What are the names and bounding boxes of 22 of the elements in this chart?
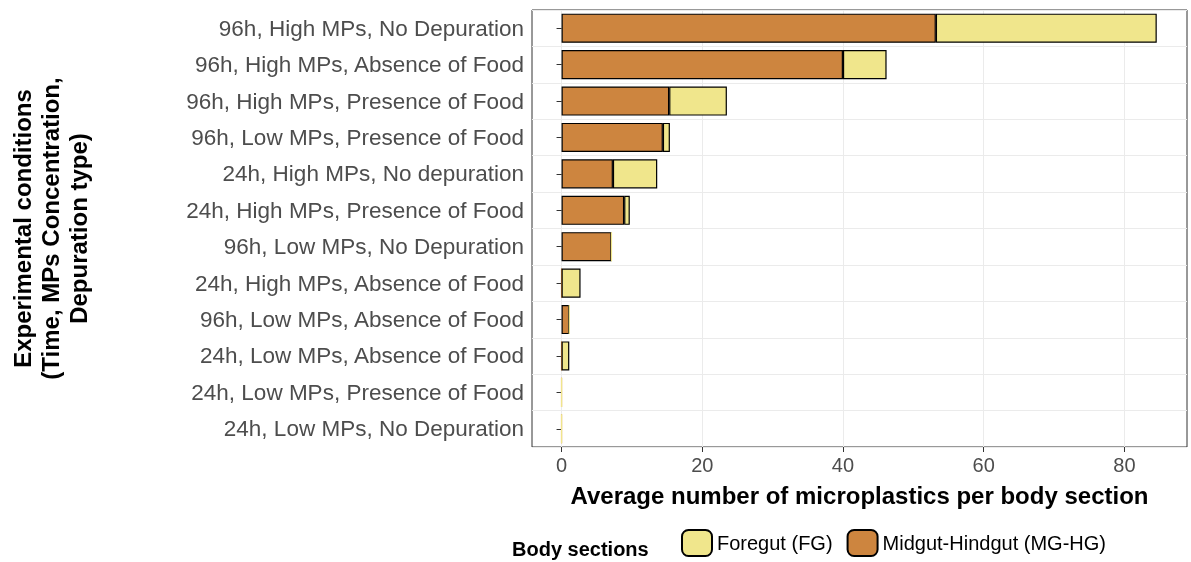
y-tick-label: 96h, Low MPs, Absence of Food — [200, 307, 524, 333]
y-tick-label: 24h, Low MPs, No Depuration — [223, 416, 524, 442]
y-tick-label: 96h, High MPs, No Depuration — [218, 15, 524, 41]
y-tick-label: 96h, High MPs, Presence of Food — [186, 88, 524, 114]
x-axis-title: Average number of microplastics per body section — [570, 481, 1149, 509]
x-tick-label: 80 — [1113, 454, 1136, 476]
x-tick-label: 40 — [831, 454, 855, 476]
y-axis-title: Experimental conditions (Time, MPs Concentration, Depuration type) — [8, 77, 92, 380]
x-tick-label: 60 — [972, 454, 995, 476]
legend-label: Midgut-Hindgut (MG-HG) — [882, 532, 1106, 554]
y-tick-label: 24h, High MPs, Presence of Food — [186, 197, 524, 223]
legend-title: Body sections — [512, 538, 649, 560]
x-tick-label: 0 — [555, 454, 568, 476]
y-tick-label: 24h, High MPs, No depuration — [222, 161, 524, 187]
x-tick-label: 20 — [691, 454, 714, 476]
y-tick-label: 24h, Low MPs, Presence of Food — [191, 379, 524, 405]
y-tick-label: 24h, High MPs, Absence of Food — [195, 270, 524, 296]
y-tick-label: 24h, Low MPs, Absence of Food — [200, 343, 524, 369]
y-tick-label: 96h, High MPs, Absence of Food — [195, 52, 524, 78]
y-tick-label: 96h, Low MPs, No Depuration — [223, 234, 524, 260]
y-tick-label: 96h, Low MPs, Presence of Food — [191, 124, 524, 150]
legend-label: Foregut (FG) — [717, 532, 833, 554]
